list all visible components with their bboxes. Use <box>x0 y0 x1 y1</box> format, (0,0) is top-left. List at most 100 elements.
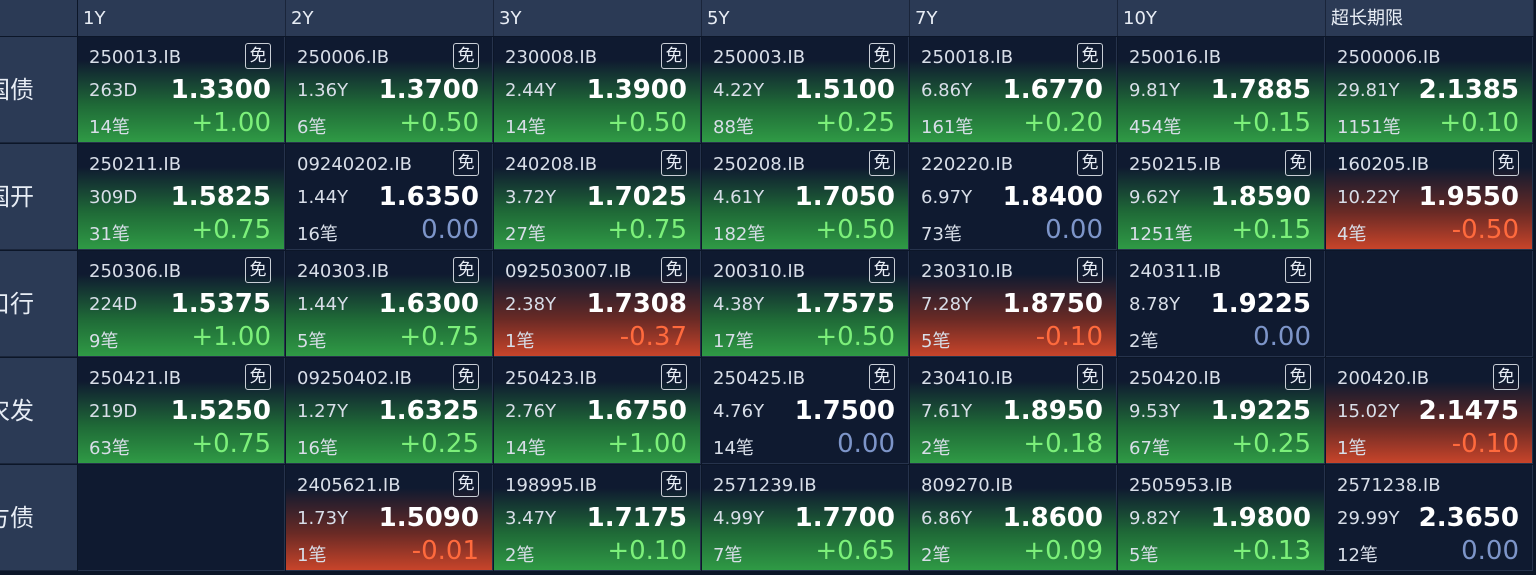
trade-count: 1笔 <box>1337 438 1367 459</box>
change: 0.00 <box>1045 215 1103 245</box>
bond-code: 09250402.IB <box>297 368 412 389</box>
bond-code: 250018.IB <box>921 47 1014 68</box>
quote-cell[interactable]: 250423.IB 免 2.76Y 1.6750 14笔 +1.00 <box>494 358 701 464</box>
bond-code: 230008.IB <box>505 47 598 68</box>
yield: 1.7575 <box>794 289 895 319</box>
quote-cell[interactable]: 2405621.IB 免 1.73Y 1.5090 1笔 -0.01 <box>286 465 493 571</box>
trade-count: 14笔 <box>89 117 130 138</box>
remaining-tenor: 1.27Y <box>297 401 349 422</box>
corner <box>0 0 77 36</box>
quote-cell[interactable]: 250421.IB 免 219D 1.5250 63笔 +0.75 <box>78 358 285 464</box>
quote-cell[interactable]: 09250402.IB 免 1.27Y 1.6325 16笔 +0.25 <box>286 358 493 464</box>
bond-code: 250003.IB <box>713 47 806 68</box>
bond-code: 250208.IB <box>713 154 806 175</box>
remaining-tenor: 6.97Y <box>921 187 973 208</box>
remaining-tenor: 2.76Y <box>505 401 557 422</box>
quote-cell[interactable]: 230310.IB 免 7.28Y 1.8750 5笔 -0.10 <box>910 251 1117 357</box>
quote-cell[interactable]: 092503007.IB 免 2.38Y 1.7308 1笔 -0.37 <box>494 251 701 357</box>
quote-cell[interactable]: 230410.IB 免 7.61Y 1.8950 2笔 +0.18 <box>910 358 1117 464</box>
quote-cell[interactable]: 250013.IB 免 263D 1.3300 14笔 +1.00 <box>78 37 285 143</box>
quote-cell[interactable]: 250425.IB 免 4.76Y 1.7500 14笔 0.00 <box>702 358 909 464</box>
remaining-tenor: 10.22Y <box>1337 187 1400 208</box>
yield: 1.7885 <box>1210 75 1311 105</box>
change: +0.50 <box>399 108 479 138</box>
trade-count: 1笔 <box>505 331 535 352</box>
quote-cell[interactable]: 250208.IB 免 4.61Y 1.7050 182笔 +0.50 <box>702 144 909 250</box>
yield: 1.8750 <box>1002 289 1103 319</box>
quote-cell[interactable]: 200310.IB 免 4.38Y 1.7575 17笔 +0.50 <box>702 251 909 357</box>
bond-code: 200310.IB <box>713 261 806 282</box>
bond-code: 2571239.IB <box>713 475 817 496</box>
yield: 1.9225 <box>1210 289 1311 319</box>
empty-cell <box>78 465 285 571</box>
remaining-tenor: 224D <box>89 294 138 315</box>
bond-code: 092503007.IB <box>505 261 632 282</box>
trade-count: 161笔 <box>921 117 974 138</box>
trade-count: 16笔 <box>297 438 338 459</box>
change: -0.01 <box>411 536 479 566</box>
tax-free-badge: 免 <box>661 43 687 69</box>
quote-cell[interactable]: 200420.IB 免 15.02Y 2.1475 1笔 -0.10 <box>1326 358 1533 464</box>
quote-cell[interactable]: 230008.IB 免 2.44Y 1.3900 14笔 +0.50 <box>494 37 701 143</box>
bond-code: 809270.IB <box>921 475 1014 496</box>
change: 0.00 <box>1461 536 1519 566</box>
yield: 2.1475 <box>1418 396 1519 426</box>
yield: 1.3300 <box>170 75 271 105</box>
quote-cell[interactable]: 250211.IB 309D 1.5825 31笔 +0.75 <box>78 144 285 250</box>
yield: 2.1385 <box>1418 75 1519 105</box>
tax-free-badge: 免 <box>1493 364 1519 390</box>
column-header: 1Y <box>78 0 286 36</box>
trade-count: 27笔 <box>505 224 546 245</box>
remaining-tenor: 1.36Y <box>297 80 349 101</box>
quote-cell[interactable]: 240303.IB 免 1.44Y 1.6300 5笔 +0.75 <box>286 251 493 357</box>
trade-count: 1251笔 <box>1129 224 1193 245</box>
change: +1.00 <box>191 322 271 352</box>
yield: 1.8950 <box>1002 396 1103 426</box>
tax-free-badge: 免 <box>453 43 479 69</box>
remaining-tenor: 1.73Y <box>297 508 349 529</box>
bond-code: 198995.IB <box>505 475 598 496</box>
remaining-tenor: 6.86Y <box>921 508 973 529</box>
remaining-tenor: 15.02Y <box>1337 401 1400 422</box>
yield: 1.7175 <box>586 503 687 533</box>
bond-code: 2500006.IB <box>1337 47 1441 68</box>
bond-code: 250013.IB <box>89 47 182 68</box>
quote-cell[interactable]: 250003.IB 免 4.22Y 1.5100 88笔 +0.25 <box>702 37 909 143</box>
tax-free-badge: 免 <box>1285 257 1311 283</box>
change: 0.00 <box>837 429 895 459</box>
change: +0.75 <box>607 215 687 245</box>
remaining-tenor: 309D <box>89 187 138 208</box>
quote-cell[interactable]: 2500006.IB 29.81Y 2.1385 1151笔 +0.10 <box>1326 37 1533 143</box>
quote-cell[interactable]: 2505953.IB 9.82Y 1.9800 5笔 +0.13 <box>1118 465 1325 571</box>
trade-count: 67笔 <box>1129 438 1170 459</box>
quote-cell[interactable]: 250215.IB 免 9.62Y 1.8590 1251笔 +0.15 <box>1118 144 1325 250</box>
change: -0.10 <box>1451 429 1519 459</box>
quote-cell[interactable]: 250006.IB 免 1.36Y 1.3700 6笔 +0.50 <box>286 37 493 143</box>
remaining-tenor: 7.61Y <box>921 401 973 422</box>
quote-cell[interactable]: 220220.IB 免 6.97Y 1.8400 73笔 0.00 <box>910 144 1117 250</box>
quote-cell[interactable]: 250016.IB 9.81Y 1.7885 454笔 +0.15 <box>1118 37 1325 143</box>
change: +0.75 <box>399 322 479 352</box>
yield: 1.9225 <box>1210 396 1311 426</box>
quote-cell[interactable]: 240311.IB 免 8.78Y 1.9225 2笔 0.00 <box>1118 251 1325 357</box>
yield: 1.3700 <box>378 75 479 105</box>
quote-cell[interactable]: 809270.IB 6.86Y 1.8600 2笔 +0.09 <box>910 465 1117 571</box>
quote-cell[interactable]: 09240202.IB 免 1.44Y 1.6350 16笔 0.00 <box>286 144 493 250</box>
quote-cell[interactable]: 198995.IB 免 3.47Y 1.7175 2笔 +0.10 <box>494 465 701 571</box>
trade-count: 2笔 <box>921 545 951 566</box>
quote-cell[interactable]: 240208.IB 免 3.72Y 1.7025 27笔 +0.75 <box>494 144 701 250</box>
remaining-tenor: 1.44Y <box>297 187 349 208</box>
quote-cell[interactable]: 250306.IB 免 224D 1.5375 9笔 +1.00 <box>78 251 285 357</box>
bond-code: 250425.IB <box>713 368 806 389</box>
quote-cell[interactable]: 250420.IB 免 9.53Y 1.9225 67笔 +0.25 <box>1118 358 1325 464</box>
change: +0.15 <box>1231 108 1311 138</box>
yield: 1.6750 <box>586 396 687 426</box>
quote-cell[interactable]: 160205.IB 免 10.22Y 1.9550 4笔 -0.50 <box>1326 144 1533 250</box>
change: +0.75 <box>191 215 271 245</box>
bond-code: 240311.IB <box>1129 261 1222 282</box>
quote-cell[interactable]: 250018.IB 免 6.86Y 1.6770 161笔 +0.20 <box>910 37 1117 143</box>
quote-cell[interactable]: 2571239.IB 4.99Y 1.7700 7笔 +0.65 <box>702 465 909 571</box>
quote-cell[interactable]: 2571238.IB 29.99Y 2.3650 12笔 0.00 <box>1326 465 1533 571</box>
trade-count: 5笔 <box>297 331 327 352</box>
